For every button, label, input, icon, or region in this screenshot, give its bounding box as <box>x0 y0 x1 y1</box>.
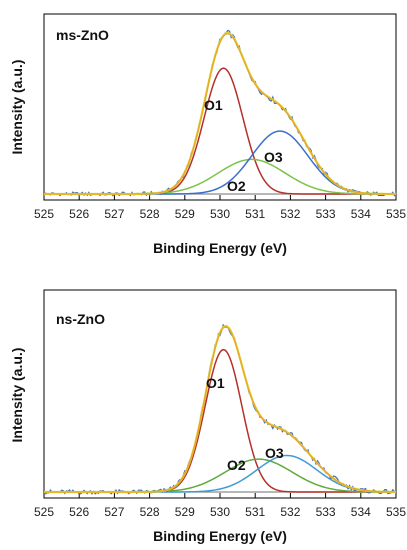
peak-label-o1: O1 <box>204 97 223 113</box>
panel-title: ms-ZnO <box>56 27 109 43</box>
component-o1-curve <box>44 348 396 493</box>
component-o3-curve <box>44 130 397 195</box>
x-tick-label: 526 <box>69 207 89 221</box>
panel-ms-zno: ms-ZnO Intensity (a.u.) Binding Energy (… <box>9 13 406 256</box>
x-tick-label: 527 <box>104 505 124 519</box>
x-tick-label: 530 <box>210 207 230 221</box>
y-axis-title: Intensity (a.u.) <box>9 60 25 155</box>
x-axis-title: Binding Energy (eV) <box>153 240 287 256</box>
x-tick-label: 528 <box>140 505 160 519</box>
peak-label-o3: O3 <box>264 149 283 165</box>
x-tick-label: 531 <box>245 505 265 519</box>
x-tick-label: 525 <box>34 207 54 221</box>
x-tick-label: 532 <box>280 505 300 519</box>
x-tick-label: 529 <box>175 505 195 519</box>
curves <box>44 323 397 495</box>
panel-title: ns-ZnO <box>56 311 105 327</box>
x-tick-label: 530 <box>210 505 230 519</box>
fit-curve <box>44 31 396 196</box>
x-tick-label: 526 <box>69 505 89 519</box>
x-ticks <box>43 195 397 200</box>
raw-data-curve <box>44 323 397 495</box>
component-o3-curve <box>44 454 397 493</box>
fit-curve <box>44 324 397 494</box>
panel-ns-zno: ns-ZnO Intensity (a.u.) Binding Energy (… <box>9 289 406 544</box>
x-tick-label: 533 <box>316 505 336 519</box>
x-tick-label: 535 <box>386 207 406 221</box>
x-tick-label: 528 <box>140 207 160 221</box>
peak-label-o3: O3 <box>265 445 284 461</box>
x-tick-label: 527 <box>104 207 124 221</box>
x-axis-title: Binding Energy (eV) <box>153 528 287 544</box>
component-o1-curve <box>44 67 396 195</box>
x-tick-label: 531 <box>245 207 265 221</box>
peak-label-o1: O1 <box>206 375 225 391</box>
x-tick-label: 529 <box>175 207 195 221</box>
curves <box>43 29 397 197</box>
y-axis-title: Intensity (a.u.) <box>9 348 25 443</box>
x-tick-label: 535 <box>386 505 406 519</box>
x-tick-label: 525 <box>34 505 54 519</box>
peak-label-o2: O2 <box>227 457 246 473</box>
component-o2-curve <box>44 458 396 493</box>
x-tick-labels: 525 526 527 528 529 530 531 532 533 534 … <box>34 207 406 221</box>
x-ticks <box>43 493 397 498</box>
x-tick-labels: 525 526 527 528 529 530 531 532 533 534 … <box>34 505 406 519</box>
envelope-curve <box>44 33 396 195</box>
x-tick-label: 532 <box>280 207 300 221</box>
x-tick-label: 534 <box>351 207 371 221</box>
peak-label-o2: O2 <box>227 178 246 194</box>
envelope-curve <box>44 326 397 493</box>
x-tick-label: 534 <box>351 505 371 519</box>
x-tick-label: 533 <box>316 207 336 221</box>
